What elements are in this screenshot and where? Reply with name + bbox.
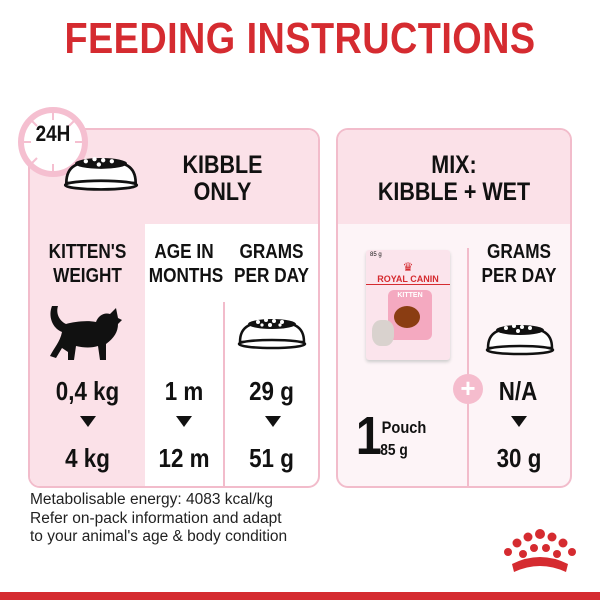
- column-divider: [223, 302, 225, 486]
- kibble-only-panel: KIBBLE ONLY KITTEN'S WEIGHT AGE IN MONTHS …: [28, 128, 320, 488]
- grams-header: GRAMS PER DAY: [481, 241, 557, 287]
- grams-to: 51 g: [249, 443, 294, 473]
- kibble-bowl-icon: [237, 318, 307, 350]
- footer-note: Metabolisable energy: 4083 kcal/kg Refer…: [30, 491, 288, 545]
- grams-header: GRAMS PER DAY: [234, 241, 309, 287]
- kibble-heading: KIBBLE ONLY: [182, 151, 263, 206]
- arrow-down-icon: [80, 416, 96, 427]
- royal-canin-crown-logo: [504, 529, 576, 572]
- brand-bottom-bar: [0, 592, 600, 600]
- mix-heading: MIX: KIBBLE + WET: [377, 151, 531, 206]
- weight-from: 0,4 kg: [55, 376, 120, 406]
- grams-to: 30 g: [496, 443, 542, 473]
- pouch-count: 1: [355, 406, 382, 466]
- kibble-bowl-icon: [485, 324, 555, 356]
- 24h-badge: 24H: [35, 121, 71, 146]
- kibble-bowl-icon: [63, 156, 139, 191]
- pouch-weight: 85 g: [380, 442, 408, 459]
- panel-header: [338, 130, 570, 224]
- age-header: AGE IN MONTHS: [148, 241, 224, 287]
- age-from: 1 m: [164, 376, 204, 406]
- kitten-silhouette-icon: [50, 306, 122, 360]
- grams-from: 29 g: [249, 376, 294, 406]
- grams-from: N/A: [498, 376, 538, 406]
- kitten-pouch-image: 85 g ♛ ROYAL CANIN KITTEN: [366, 250, 450, 360]
- weight-column-bg: [30, 224, 145, 486]
- mix-panel: MIX: KIBBLE + WET 85 g ♛ ROYAL CANIN KITT…: [336, 128, 572, 488]
- plus-icon: +: [453, 374, 483, 404]
- pouch-unit: Pouch: [381, 418, 427, 437]
- age-to: 12 m: [158, 443, 210, 473]
- page-title: FEEDING INSTRUCTIONS: [64, 14, 536, 63]
- weight-header: KITTEN'S WEIGHT: [48, 241, 127, 287]
- weight-to: 4 kg: [65, 443, 110, 473]
- arrow-down-icon: [265, 416, 281, 427]
- column-divider: [467, 248, 469, 486]
- arrow-down-icon: [176, 416, 192, 427]
- arrow-down-icon: [511, 416, 527, 427]
- clock-24h-icon: [18, 107, 88, 177]
